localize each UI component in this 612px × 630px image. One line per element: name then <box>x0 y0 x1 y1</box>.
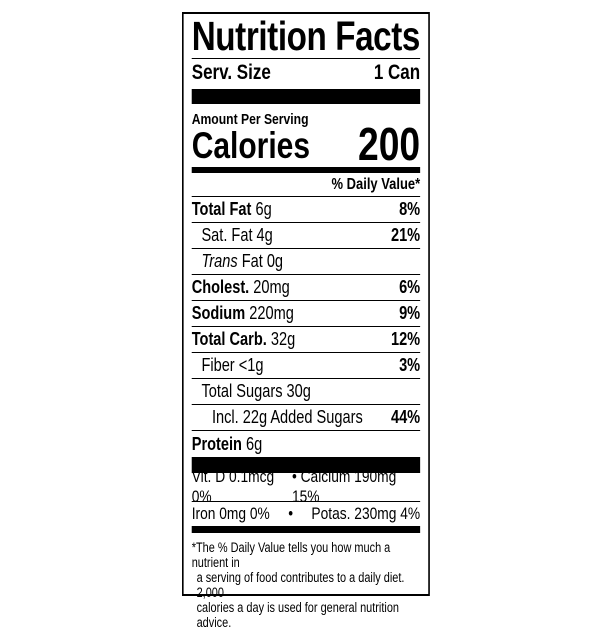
nutrient-dv: 21% <box>390 225 421 245</box>
nutrient-amount: Fat 0g <box>241 251 284 271</box>
footnote-line: calories a day is used for general nutri… <box>196 600 399 630</box>
nutrient-amount: 32g <box>270 329 296 349</box>
footnote: *The % Daily Value tells you how much a … <box>192 533 420 630</box>
footnote-line: a serving of food contributes to a daily… <box>196 570 405 600</box>
nutrient-row-total-fat: Total Fat 6g 8% <box>191 197 421 223</box>
serving-size-value: 1 Can <box>373 61 421 84</box>
nutrient-amount: 20mg <box>253 277 290 297</box>
nutrient-amount: 30g <box>286 381 311 401</box>
nutrient-amount: 220mg <box>249 303 294 323</box>
nutrient-row-cholesterol: Cholest. 20mg 6% <box>191 275 421 301</box>
nutrient-row-trans-fat: Trans Fat 0g <box>191 249 421 275</box>
nutrient-name: Sat. Fat <box>201 225 253 245</box>
divider-thick <box>191 89 421 104</box>
nutrient-row-total-carb: Total Carb. 32g 12% <box>191 327 421 353</box>
nutrient-dv: 3% <box>399 355 421 375</box>
nutrient-name: Fiber <box>201 355 235 375</box>
calories-row: Calories 200 <box>191 121 420 167</box>
calcium: • Calcium 190mg 15% <box>291 467 397 506</box>
divider-medium <box>191 167 421 173</box>
calories-label: Calories <box>191 125 310 166</box>
divider-thick <box>191 457 421 473</box>
potassium: Potas. 230mg 4% <box>311 504 421 523</box>
minerals-row-2: Iron 0mg 0% • Potas. 230mg 4% <box>192 502 420 526</box>
serving-size-row: Serv. Size 1 Can <box>192 59 420 87</box>
nutrient-dv: 12% <box>390 329 421 349</box>
footnote-line: *The % Daily Value tells you how much a … <box>191 540 391 570</box>
nutrient-name: Cholest. <box>191 277 250 297</box>
amount-per-serving: Amount Per Serving <box>192 106 420 128</box>
nutrient-name: Protein <box>191 433 242 454</box>
amount-per-serving-text: Amount Per Serving <box>191 111 309 128</box>
iron: Iron 0mg 0% <box>191 504 270 523</box>
nutrient-name: Total Carb. <box>191 329 267 349</box>
nutrient-name: Total Sugars <box>201 381 283 401</box>
nutrient-row-sat-fat: Sat. Fat 4g 21% <box>191 223 421 249</box>
nutrient-name: Total Fat <box>191 199 252 219</box>
label-title: Nutrition Facts <box>191 13 420 59</box>
minerals-row-1: Vit. D 0.1mcg 0% • Calcium 190mg 15% <box>191 467 421 506</box>
nutrient-amount: 6g <box>255 199 272 219</box>
nutrient-row-protein: Protein 6g <box>192 431 420 457</box>
nutrient-row-sodium: Sodium 220mg 9% <box>191 301 421 327</box>
nutrient-name: Sodium <box>191 303 246 323</box>
serving-size-label: Serv. Size <box>191 61 271 84</box>
nutrition-facts-label: Nutrition Facts Serv. Size 1 Can Amount … <box>182 12 430 630</box>
nutrient-dv: 9% <box>399 303 421 323</box>
nutrient-dv: 6% <box>399 277 421 297</box>
nutrient-name: Incl. 22g Added Sugars <box>211 407 363 427</box>
divider-small <box>191 526 421 533</box>
nutrient-dv: 8% <box>399 199 421 219</box>
nutrient-dv: 44% <box>390 407 421 427</box>
nutrient-row-added-sugars: Incl. 22g Added Sugars 44% <box>191 405 421 431</box>
daily-value-header: % Daily Value* <box>191 173 421 197</box>
nutrient-row-fiber: Fiber <1g 3% <box>191 353 421 379</box>
nutrient-amount: <1g <box>238 355 264 375</box>
nutrient-amount: 4g <box>256 225 273 245</box>
nutrient-name: Trans <box>201 251 238 271</box>
nutrient-amount: 6g <box>246 433 263 454</box>
vitamin-d: Vit. D 0.1mcg 0% <box>191 467 275 506</box>
nutrient-row-total-sugars: Total Sugars 30g <box>191 379 421 405</box>
calories-value: 200 <box>357 118 421 170</box>
bullet: • <box>288 504 294 523</box>
